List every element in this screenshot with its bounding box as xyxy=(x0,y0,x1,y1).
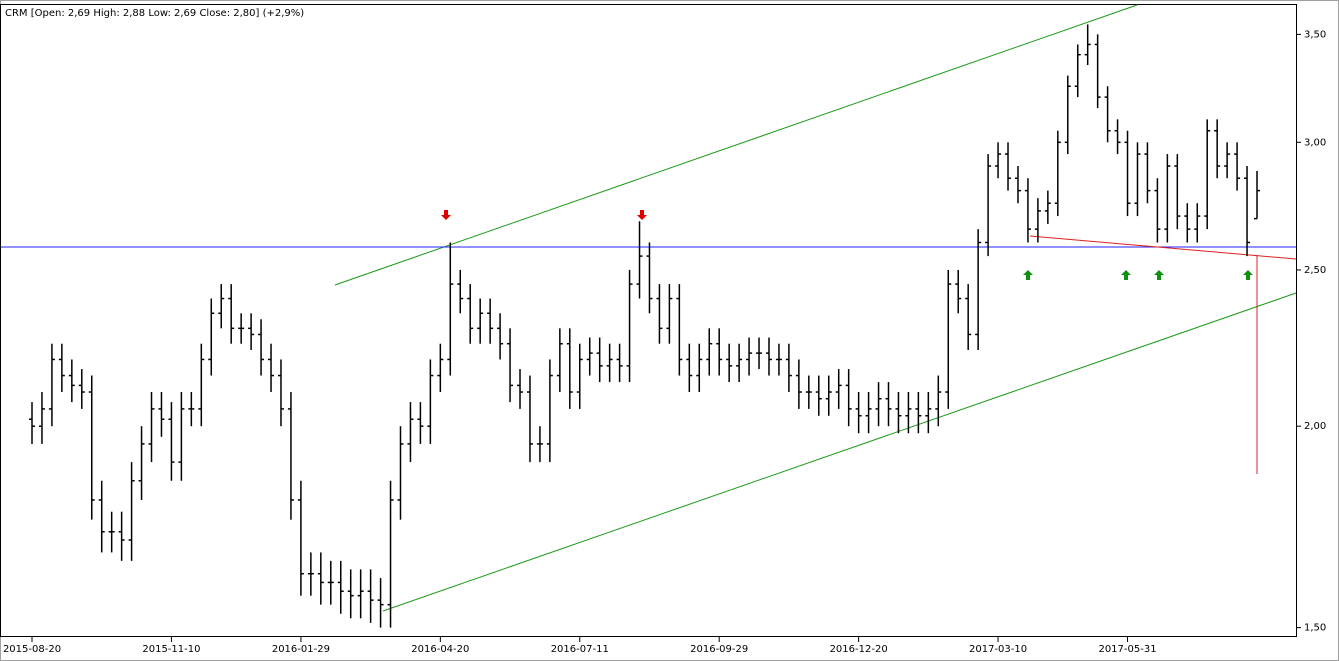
y-tick-label: 3,50 xyxy=(1304,29,1326,40)
x-tick-label: 2016-09-29 xyxy=(690,644,748,655)
x-tick-label: 2016-01-29 xyxy=(272,644,330,655)
down-arrow xyxy=(441,210,451,220)
channel-upper xyxy=(334,4,1138,286)
x-tick-label: 2016-07-11 xyxy=(551,644,609,655)
y-tick-label: 2,50 xyxy=(1304,265,1326,276)
up-arrow xyxy=(1154,270,1164,280)
x-tick-label: 2015-11-10 xyxy=(142,644,200,655)
x-tick-label: 2017-03-10 xyxy=(969,644,1027,655)
down-arrow xyxy=(637,210,647,220)
up-arrow xyxy=(1121,270,1131,280)
y-tick-label: 2,00 xyxy=(1304,421,1326,432)
x-tick-label: 2016-12-20 xyxy=(830,644,888,655)
chart-title: CRM [Open: 2,69 High: 2,88 Low: 2,69 Clo… xyxy=(5,8,304,19)
x-tick-label: 2016-04-20 xyxy=(411,644,469,655)
plot-area xyxy=(0,4,1297,637)
y-tick-label: 1,50 xyxy=(1304,623,1326,634)
x-tick-label: 2017-05-31 xyxy=(1098,644,1156,655)
y-tick-label: 3,00 xyxy=(1304,137,1326,148)
x-tick-label: 2015-08-20 xyxy=(3,644,61,655)
up-arrow xyxy=(1243,270,1253,280)
up-arrow xyxy=(1023,270,1033,280)
drawings xyxy=(1,4,1297,612)
neckline xyxy=(1029,235,1297,260)
channel-lower xyxy=(382,292,1297,612)
